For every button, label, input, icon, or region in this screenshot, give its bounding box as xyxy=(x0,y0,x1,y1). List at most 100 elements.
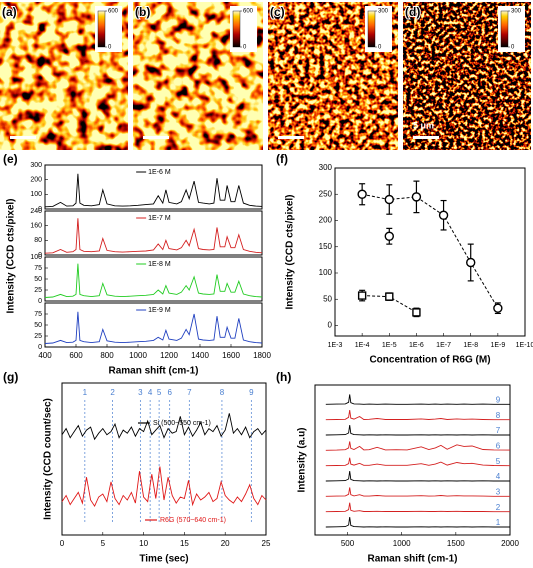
colorbar xyxy=(500,10,509,48)
y-tick-label: 80 xyxy=(34,237,42,244)
data-point xyxy=(412,308,421,317)
colorbar-tick-label: 600 xyxy=(243,9,254,15)
legend-label: R6G (570~640 cm-1) xyxy=(160,517,226,524)
panel-label: (e) xyxy=(3,152,18,166)
y-axis-title: Intensity (CCD cts/pixel) xyxy=(6,198,17,313)
plot-frame xyxy=(334,167,526,337)
legend-label: 1E-7 M xyxy=(148,215,171,222)
y-tick-label: 0 xyxy=(38,206,42,213)
colorbar-tick-label: 300 xyxy=(378,9,389,15)
spectrum-line xyxy=(44,218,263,254)
event-label: 3 xyxy=(138,388,143,397)
x-tick-label: 1E-9 xyxy=(490,342,505,349)
spectrum-label: 3 xyxy=(496,487,501,496)
event-label: 8 xyxy=(220,388,225,397)
data-point xyxy=(385,292,394,301)
event-label: 1 xyxy=(83,388,88,397)
y-tick-label: 0 xyxy=(328,321,333,330)
scale-bar xyxy=(278,136,304,139)
data-point xyxy=(384,194,394,205)
x-tick-label: 1E-10 xyxy=(516,342,533,349)
legend-label: 1E-8 M xyxy=(148,261,171,268)
panel-label: (c) xyxy=(270,5,285,19)
spectrum-line xyxy=(325,441,511,451)
x-tick-label: 400 xyxy=(38,351,52,360)
y-tick-label: 25 xyxy=(34,333,42,340)
y-tick-label: 75 xyxy=(34,265,42,272)
y-tick-label: 25 xyxy=(34,287,42,294)
x-axis-title: Concentration of R6G (M) xyxy=(369,355,490,366)
x-tick-label: 5 xyxy=(101,539,106,548)
spectrum-line xyxy=(325,516,510,528)
spectrum-label: 4 xyxy=(496,472,501,481)
legend-label: Si (500~550 cm-1) xyxy=(153,420,211,427)
panel-label: (f) xyxy=(276,152,288,166)
connector-line xyxy=(362,193,499,309)
spectrum-label: 8 xyxy=(496,411,501,420)
x-tick-label: 20 xyxy=(221,539,230,548)
y-axis-title: Intensity (CCD cts/pixel) xyxy=(285,194,296,309)
time-trace xyxy=(61,413,267,441)
y-tick-label: 250 xyxy=(319,189,333,198)
y-tick-label: 160 xyxy=(30,223,42,230)
x-tick-label: 1500 xyxy=(447,539,465,548)
x-tick-label: 2000 xyxy=(501,539,519,548)
x-tick-label: 1E-3 xyxy=(328,342,343,349)
colorbar xyxy=(97,10,106,48)
spectrum-line xyxy=(325,410,510,421)
x-tick-label: 1800 xyxy=(253,351,271,360)
plot-frame xyxy=(44,164,263,210)
x-axis-title: Raman shift (cm-1) xyxy=(367,554,457,565)
spectrum-line xyxy=(325,487,510,497)
y-tick-label: 0 xyxy=(38,298,42,305)
colorbar-tick-label: 300 xyxy=(511,9,522,15)
legend-label: 1E-6 M xyxy=(148,169,171,176)
spectrum-line xyxy=(44,311,263,344)
y-tick-label: 50 xyxy=(34,322,42,329)
x-tick-label: 1000 xyxy=(129,351,147,360)
y-tick-label: 240 xyxy=(30,208,42,215)
y-tick-label: 100 xyxy=(30,191,42,198)
spectrum-label: 1 xyxy=(496,518,501,527)
spectrum-label: 7 xyxy=(496,426,501,435)
data-point xyxy=(357,189,367,199)
x-tick-label: 1200 xyxy=(160,351,178,360)
y-tick-label: 200 xyxy=(319,216,333,225)
data-point xyxy=(493,303,503,313)
panel-label: (a) xyxy=(2,5,17,19)
plot-frame xyxy=(44,210,263,256)
y-axis-title: Intensity (a.u) xyxy=(297,427,308,492)
y-tick-label: 300 xyxy=(319,163,333,172)
y-tick-label: 0 xyxy=(38,344,42,351)
y-tick-label: 100 xyxy=(319,268,333,277)
x-tick-label: 1E-5 xyxy=(382,342,397,349)
spectrum-line xyxy=(325,470,510,482)
y-tick-label: 100 xyxy=(30,254,42,261)
event-label: 5 xyxy=(157,388,162,397)
colorbar xyxy=(367,10,376,48)
event-label: 6 xyxy=(167,388,172,397)
spectrum-label: 5 xyxy=(496,457,501,466)
legend-label: 1E-9 M xyxy=(148,307,171,314)
spectrum-label: 9 xyxy=(496,395,501,404)
spectrum-label: 2 xyxy=(496,503,501,512)
plot-frame xyxy=(314,384,511,536)
scale-bar xyxy=(143,136,169,139)
event-label: 4 xyxy=(148,388,153,397)
y-tick-label: 300 xyxy=(30,162,42,169)
panel-label: (g) xyxy=(3,370,18,384)
spectrum-line xyxy=(325,457,511,467)
x-tick-label: 1400 xyxy=(191,351,209,360)
y-tick-label: 0 xyxy=(38,252,42,259)
x-tick-label: 1E-8 xyxy=(463,342,478,349)
spectrum-line xyxy=(325,424,510,436)
y-tick-label: 50 xyxy=(323,294,332,303)
data-point xyxy=(411,192,422,202)
panel-label: (b) xyxy=(135,5,150,19)
y-tick-label: 200 xyxy=(30,177,42,184)
scale-bar-label: 5 μm xyxy=(413,120,434,130)
data-point xyxy=(466,257,476,268)
x-tick-label: 800 xyxy=(100,351,114,360)
x-tick-label: 500 xyxy=(341,539,355,548)
